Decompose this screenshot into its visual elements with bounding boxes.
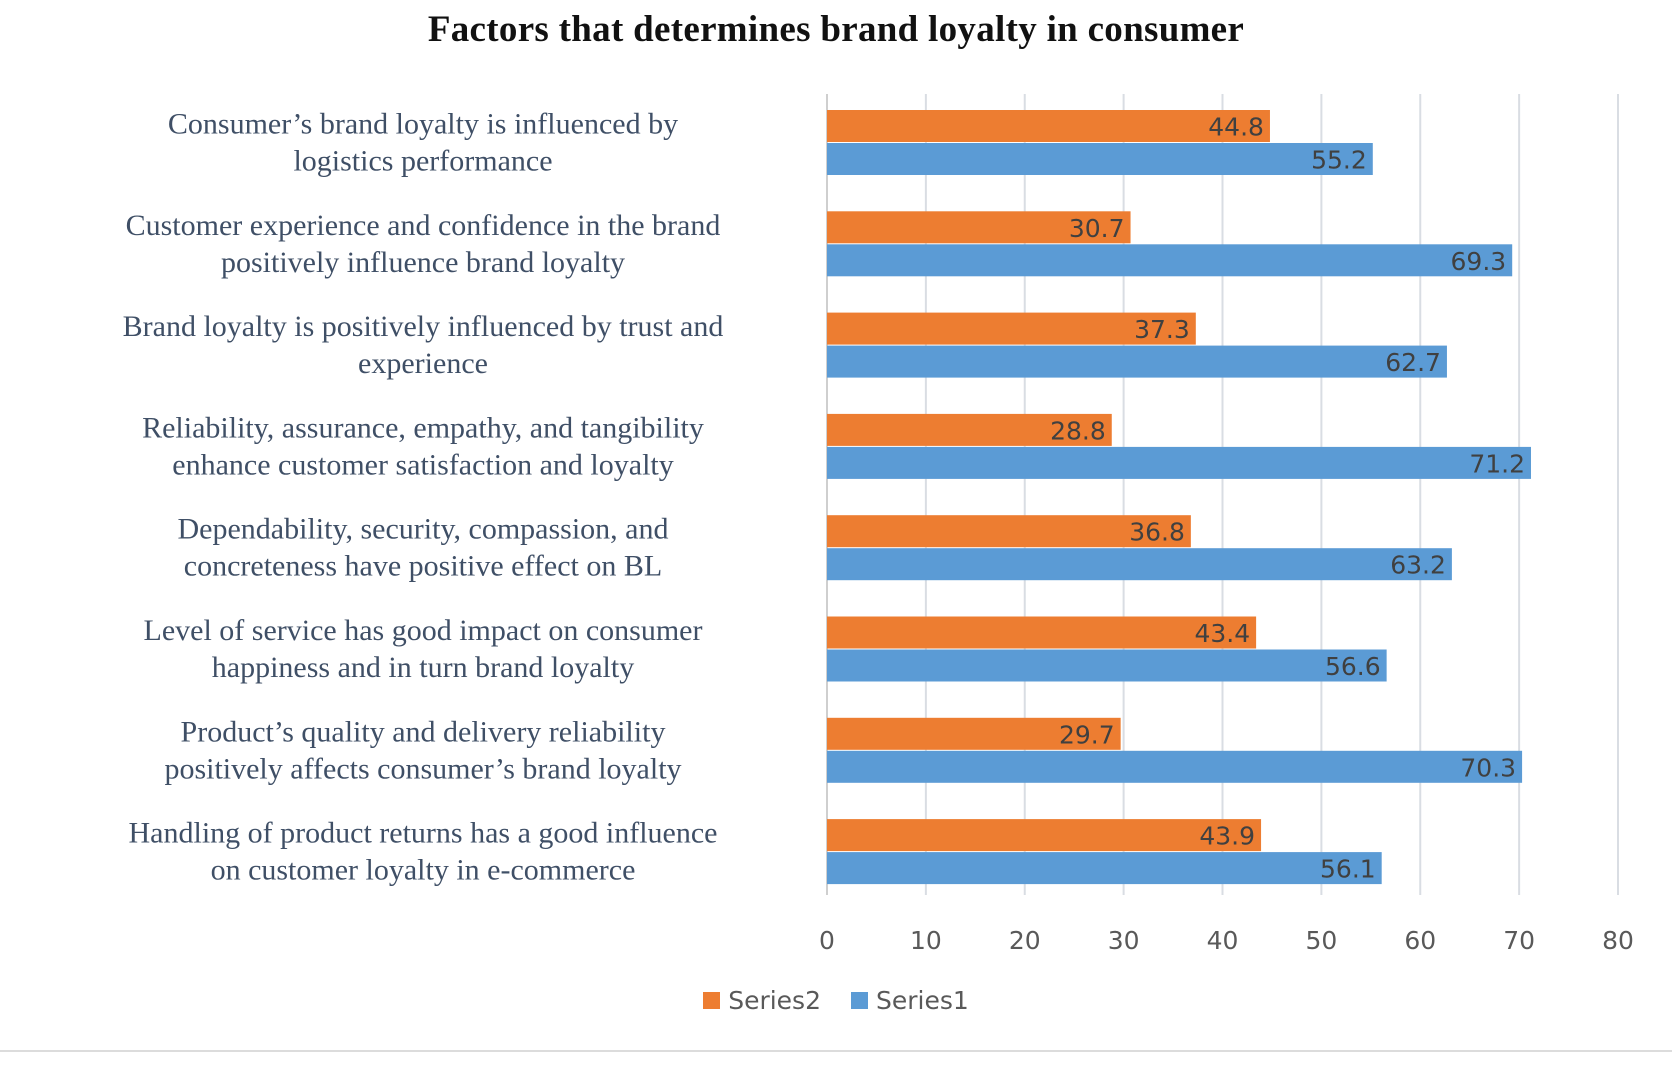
x-tick-label: 10	[910, 926, 942, 955]
category-label: Dependability, security, compassion, and…	[178, 513, 669, 583]
x-tick-label: 80	[1602, 926, 1634, 955]
bar-series1	[827, 446, 1531, 479]
category-labels: Consumer’s brand loyalty is influenced b…	[123, 108, 724, 887]
bar-series1	[827, 143, 1373, 175]
data-label: 30.7	[1069, 214, 1125, 243]
legend-label: Series2	[728, 986, 821, 1015]
legend-item-series1: Series1	[851, 986, 969, 1015]
category-label: Level of service has good impact on cons…	[144, 614, 703, 684]
data-label: 37.3	[1134, 315, 1190, 344]
x-tick-label: 20	[1009, 926, 1041, 955]
category-label: Product’s quality and delivery reliabili…	[164, 715, 681, 785]
x-tick-label: 70	[1503, 926, 1535, 955]
data-label: 56.1	[1320, 855, 1376, 884]
x-tick-label: 50	[1305, 926, 1337, 955]
data-label: 62.7	[1385, 348, 1441, 377]
data-label: 43.9	[1199, 822, 1255, 851]
bar-series2	[827, 413, 1112, 446]
x-axis-tick-labels: 0 10 20 30 40 50 60 70 80	[819, 926, 1634, 955]
bar-series2	[827, 312, 1196, 345]
x-tick-label: 60	[1404, 926, 1436, 955]
data-label: 43.4	[1194, 619, 1250, 648]
bar-series1	[827, 548, 1452, 581]
data-label: 70.3	[1460, 753, 1516, 782]
category-label: Customer experience and confidence in th…	[126, 209, 721, 279]
bar-series1	[827, 750, 1523, 783]
category-label: Reliability, assurance, empathy, and tan…	[142, 411, 704, 481]
data-label: 44.8	[1208, 113, 1264, 142]
category-label: Consumer’s brand loyalty is influenced b…	[168, 108, 678, 178]
x-tick-label: 40	[1207, 926, 1239, 955]
bar-series2	[827, 717, 1121, 750]
legend-swatch	[851, 992, 868, 1009]
data-label: 71.2	[1469, 449, 1525, 478]
bar-series1	[827, 345, 1447, 378]
legend-label: Series1	[876, 986, 969, 1015]
legend: Series2 Series1	[0, 986, 1672, 1015]
data-label: 69.3	[1451, 247, 1507, 276]
data-label: 29.7	[1059, 720, 1115, 749]
category-label: Brand loyalty is positively influenced b…	[123, 310, 724, 380]
data-labels: 44.8 55.2 30.7 69.3 37.3 62.7 28.8 71.2 36.8 63.2…	[1050, 113, 1525, 884]
bar-series2	[827, 515, 1191, 548]
data-label: 56.6	[1325, 652, 1381, 681]
legend-item-series2: Series2	[703, 986, 821, 1015]
x-tick-label: 0	[819, 926, 835, 955]
data-label: 55.2	[1311, 146, 1367, 175]
bottom-divider	[0, 1050, 1672, 1052]
bar-series2	[827, 819, 1262, 852]
bar-series2	[827, 616, 1257, 649]
data-label: 36.8	[1129, 518, 1185, 547]
legend-swatch	[703, 992, 721, 1009]
bar-series1	[827, 244, 1513, 277]
data-label: 63.2	[1390, 551, 1446, 580]
data-label: 28.8	[1050, 416, 1106, 445]
bar-series2	[827, 211, 1131, 244]
category-label: Handling of product returns has a good i…	[129, 817, 718, 887]
x-tick-label: 30	[1108, 926, 1140, 955]
chart-title: Factors that determines brand loyalty in…	[427, 9, 1245, 50]
bar-series2	[827, 110, 1270, 142]
bars	[827, 110, 1531, 885]
bar-series1	[827, 852, 1382, 885]
bar-series1	[827, 649, 1387, 682]
